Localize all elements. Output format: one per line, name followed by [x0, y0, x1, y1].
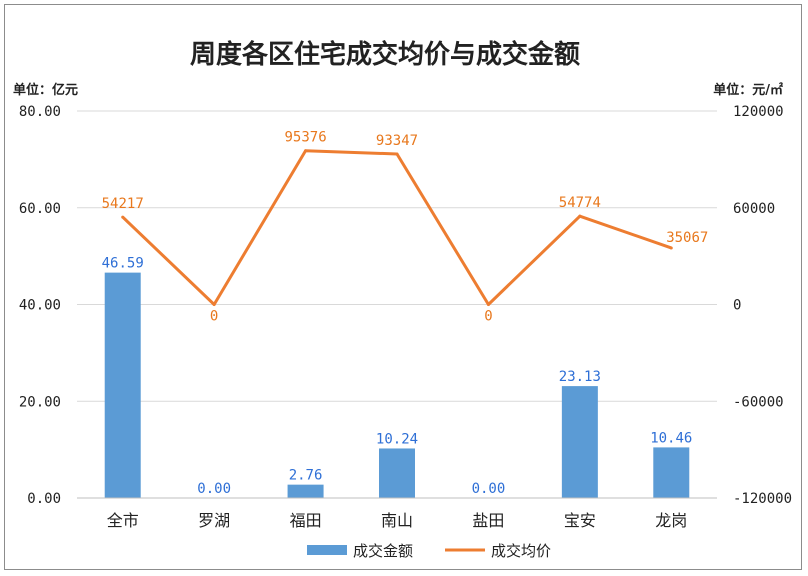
right-tick-label: -60000: [733, 394, 784, 410]
category-label: 全市: [107, 511, 139, 530]
line-point: [212, 303, 216, 306]
line-point: [578, 214, 582, 218]
bar-value-label: 0.00: [472, 481, 506, 497]
right-tick-label: 0: [733, 298, 741, 314]
bar: [653, 447, 690, 498]
bar-value-label: 10.46: [650, 430, 692, 446]
line-point: [304, 149, 308, 153]
left-tick-label: 0.00: [27, 491, 61, 507]
bar: [561, 386, 598, 498]
left-tick-label: 60.00: [19, 201, 61, 217]
category-label: 罗湖: [198, 511, 230, 530]
line-series: [121, 149, 673, 306]
line-value-label: 95376: [284, 130, 326, 146]
line-value-label: 54217: [102, 196, 144, 212]
gridlines: [77, 110, 717, 402]
category-label: 福田: [290, 511, 322, 530]
left-tick-label: 20.00: [19, 394, 61, 410]
chart-canvas: 周度各区住宅成交均价与成交金额 单位：亿元 单位：元/㎡ 46.59 0.00 2.…: [13, 39, 792, 560]
line-point: [395, 152, 399, 156]
chart-frame: 周度各区住宅成交均价与成交金额 单位：亿元 单位：元/㎡ 46.59 0.00 2.…: [4, 4, 802, 570]
left-tick-label: 40.00: [19, 298, 61, 314]
line-value-label: 93347: [376, 133, 418, 149]
right-axis-unit: 单位：元/㎡: [713, 82, 783, 98]
bar: [379, 448, 415, 498]
category-label: 南山: [381, 511, 413, 530]
bar-value-label: 10.24: [376, 431, 418, 447]
left-tick-label: 80.00: [19, 104, 61, 120]
line-value-label: 35067: [666, 230, 708, 246]
line-value-label: 54774: [559, 195, 601, 211]
line-value-label: 0: [210, 309, 218, 325]
chart-title: 周度各区住宅成交均价与成交金额: [190, 39, 580, 70]
bar-value-label: 23.13: [559, 369, 601, 385]
bar-series: [104, 272, 690, 498]
bar-value-label: 46.59: [102, 256, 144, 272]
bar-value-label: 0.00: [197, 481, 231, 497]
bar-value-label: 2.76: [289, 468, 323, 484]
category-label: 宝安: [564, 511, 596, 530]
category-label: 龙岗: [655, 511, 687, 530]
category-label: 盐田: [472, 511, 504, 530]
line-point: [486, 303, 490, 306]
legend-line-label: 成交均价: [491, 542, 551, 560]
legend-bar-label: 成交金额: [353, 542, 413, 560]
legend: 成交金额 成交均价: [307, 542, 551, 560]
price-line: [121, 149, 672, 306]
bar: [287, 484, 324, 498]
line-point: [669, 246, 673, 250]
left-axis-unit: 单位：亿元: [13, 82, 78, 98]
right-tick-label: 60000: [733, 201, 775, 217]
line-value-label: 0: [484, 309, 492, 325]
right-tick-label: -120000: [733, 491, 792, 507]
legend-bar-swatch: [307, 545, 347, 555]
right-tick-label: 120000: [733, 104, 784, 120]
axes: 0.00 20.00 40.00 60.00 80.00 -120000 -60000 0 60…: [19, 104, 792, 530]
data-labels: 46.59 0.00 2.76 10.24 0.00 23.13 10.46 54217 0 95…: [102, 130, 709, 497]
line-point: [121, 215, 125, 219]
bar: [104, 272, 141, 498]
